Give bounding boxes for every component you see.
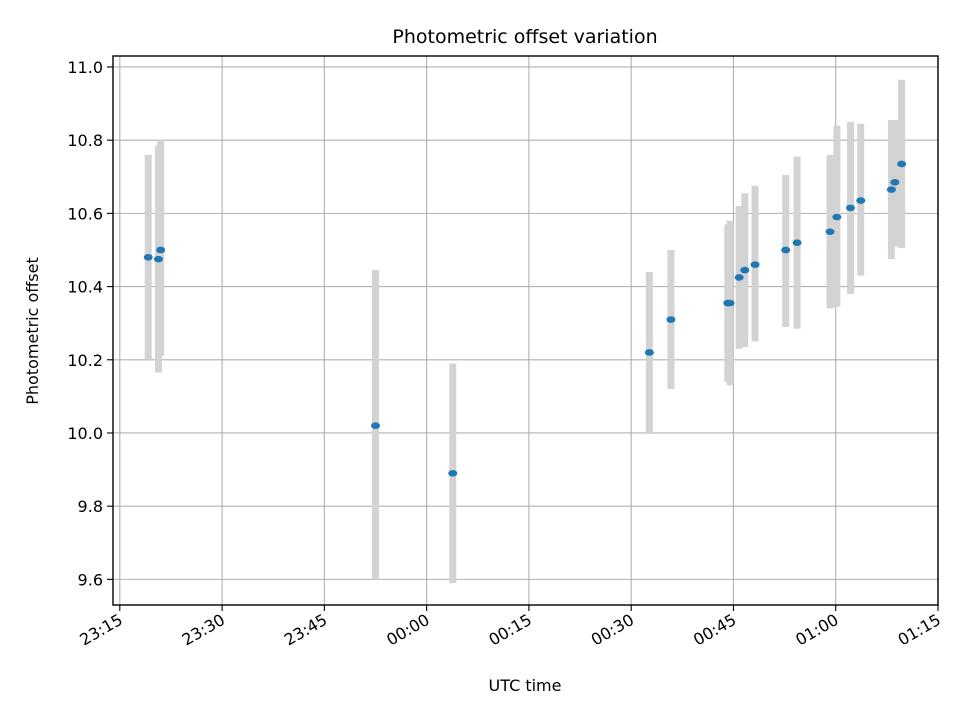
data-point xyxy=(666,316,676,323)
y-tick-label: 10.2 xyxy=(67,351,103,370)
chart-title: Photometric offset variation xyxy=(392,26,657,48)
data-point xyxy=(792,239,802,246)
data-point xyxy=(781,246,791,254)
data-point xyxy=(832,213,842,221)
plot-frame xyxy=(112,55,939,606)
y-axis: 9.6 9.8 10.0 10.2 10.4 10.6 10.8 11.0 xyxy=(67,58,113,589)
data-point xyxy=(897,160,907,168)
data-point xyxy=(886,186,896,193)
y-axis-title: Photometric offset xyxy=(23,257,42,405)
data-point xyxy=(890,178,900,186)
data-point xyxy=(153,255,163,263)
data-point xyxy=(750,261,760,268)
y-tick-label: 10.6 xyxy=(67,204,103,223)
data-point xyxy=(143,253,153,261)
data-point xyxy=(725,299,735,307)
data-point xyxy=(734,274,744,281)
y-tick-label: 10.4 xyxy=(67,278,103,297)
y-tick-label: 9.8 xyxy=(78,497,103,516)
data-point xyxy=(448,469,458,477)
y-tick-label: 9.6 xyxy=(78,570,103,589)
data-point xyxy=(156,246,166,254)
data-point xyxy=(856,197,866,204)
data-point xyxy=(371,422,380,429)
data-points xyxy=(143,160,907,477)
x-axis-title: UTC time xyxy=(489,676,562,695)
data-point xyxy=(644,349,654,356)
y-tick-label: 10.8 xyxy=(67,131,103,150)
data-point xyxy=(846,204,855,212)
data-point xyxy=(825,228,835,235)
data-point xyxy=(740,266,750,274)
y-tick-label: 11.0 xyxy=(67,58,103,77)
y-tick-label: 10.0 xyxy=(67,424,103,443)
